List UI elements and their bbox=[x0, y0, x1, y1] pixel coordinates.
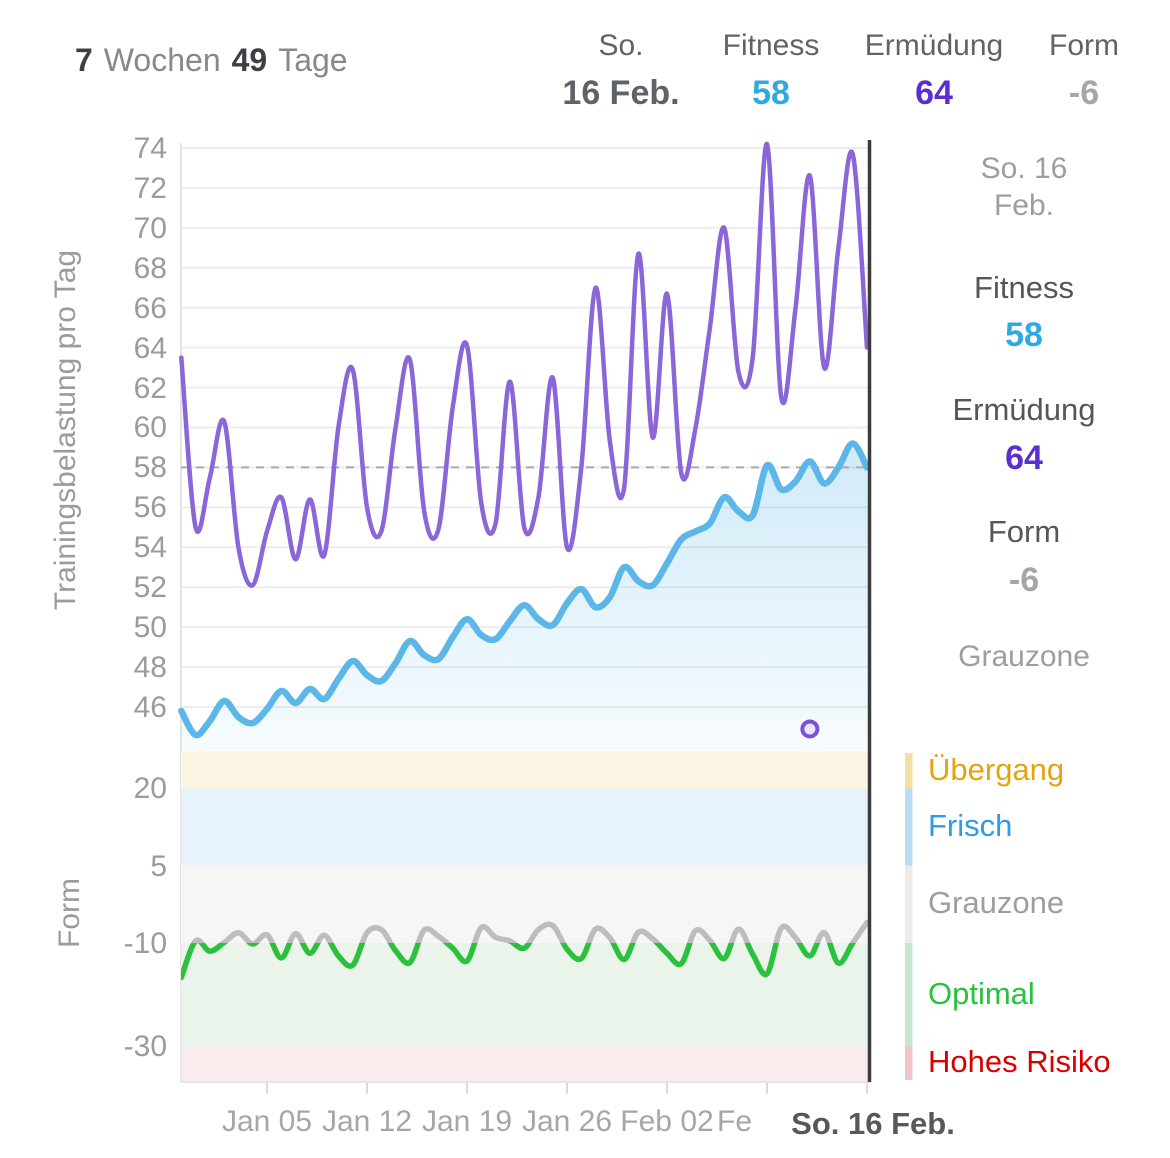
main-y-tick-label: 46 bbox=[133, 690, 167, 724]
header-form-label: Form bbox=[1049, 29, 1119, 62]
x-tick-label: Jan 05 bbox=[221, 1105, 313, 1138]
header-fatigue-value: 64 bbox=[915, 74, 953, 112]
header-fatigue-column: Ermüdung 64 bbox=[865, 29, 1003, 113]
main-y-tick-label: 70 bbox=[133, 211, 167, 245]
cursor-date-label: So. 16 Feb. bbox=[791, 1106, 955, 1141]
fatigue-line bbox=[179, 141, 870, 588]
x-tick-label: Jan 19 bbox=[421, 1105, 513, 1138]
form-y-tick-label: -10 bbox=[123, 927, 167, 960]
sidebar-fatigue-label: Ermüdung bbox=[952, 392, 1096, 427]
header-fitness-column: Fitness 58 bbox=[723, 29, 820, 113]
main-y-tick-label: 74 bbox=[133, 132, 167, 165]
selected-point-marker[interactable] bbox=[800, 719, 820, 739]
sidebar-date-line2: Feb. bbox=[993, 189, 1055, 222]
form-chart-y-axis-title: Form bbox=[53, 878, 86, 948]
legend-color-strip bbox=[905, 943, 913, 1047]
main-y-tick-label: 68 bbox=[133, 251, 167, 285]
x-tick-label-truncated: Fe bbox=[717, 1105, 753, 1138]
header-day-label: So. bbox=[598, 29, 644, 62]
form-line-grauzone bbox=[190, 919, 870, 943]
main-y-tick-label: 62 bbox=[133, 371, 167, 405]
form-y-tick-label: -30 bbox=[123, 1030, 167, 1064]
main-y-tick-label: 50 bbox=[133, 611, 167, 645]
header-date-value: 16 Feb. bbox=[562, 74, 680, 112]
sidebar-date-line1: So. 16 bbox=[980, 152, 1068, 185]
legend-label-grauzone: Grauzone bbox=[928, 885, 1065, 921]
zone-band bbox=[181, 751, 871, 789]
form-y-tick-label: 5 bbox=[150, 849, 167, 883]
weeks-value: 7 bbox=[75, 42, 93, 78]
form-line-optimal bbox=[181, 943, 857, 981]
sidebar-fitness-value: 58 bbox=[1005, 316, 1043, 354]
header-fitness-label: Fitness bbox=[722, 29, 820, 62]
zone-band bbox=[181, 865, 871, 943]
main-y-tick-label: 52 bbox=[133, 571, 167, 605]
fitness-line bbox=[178, 440, 871, 739]
sidebar-fatigue-value: 64 bbox=[1005, 439, 1043, 477]
legend-color-strip bbox=[905, 788, 913, 866]
main-y-tick-label: 48 bbox=[133, 651, 167, 685]
sidebar-form-value: -6 bbox=[1008, 561, 1040, 599]
header-fatigue-label: Ermüdung bbox=[864, 29, 1004, 62]
legend-color-strip bbox=[905, 865, 913, 943]
period-summary: 7 Wochen 49 Tage bbox=[75, 42, 348, 79]
weeks-label: Wochen bbox=[103, 42, 221, 78]
legend-color-strip bbox=[905, 1046, 913, 1080]
x-tick-label: Feb 02 bbox=[620, 1105, 714, 1138]
header-form-value: -6 bbox=[1068, 74, 1100, 112]
main-y-tick-label: 66 bbox=[133, 291, 167, 325]
sidebar-fitness-label: Fitness bbox=[974, 270, 1074, 305]
sidebar-form-label: Form bbox=[987, 514, 1061, 549]
header-date-column: So. 16 Feb. bbox=[562, 29, 679, 113]
main-y-tick-label: 60 bbox=[133, 411, 167, 445]
form-y-tick-label: 20 bbox=[133, 772, 167, 806]
x-tick-label: Jan 26 bbox=[521, 1105, 613, 1138]
legend-color-strip bbox=[905, 753, 913, 789]
fitness-area-fill bbox=[181, 443, 871, 750]
main-y-tick-label: 54 bbox=[133, 531, 167, 565]
main-y-tick-label: 58 bbox=[133, 451, 167, 485]
main-y-tick-label: 56 bbox=[133, 491, 167, 525]
legend-label-uebergang: Übergang bbox=[928, 751, 1065, 787]
days-label: Tage bbox=[278, 42, 348, 78]
zone-band bbox=[181, 788, 871, 866]
header-form-column: Form -6 bbox=[1049, 29, 1119, 113]
sidebar-date: So. 16 Feb. bbox=[940, 150, 1108, 224]
main-y-tick-label: 72 bbox=[133, 171, 167, 205]
legend-label-hohes-risiko: Hohes Risiko bbox=[928, 1044, 1111, 1080]
header-fitness-value: 58 bbox=[752, 74, 790, 112]
zone-band bbox=[181, 1046, 871, 1082]
current-zone-label: Grauzone bbox=[958, 640, 1090, 673]
legend-label-frisch: Frisch bbox=[928, 808, 1013, 844]
x-tick-label: Jan 12 bbox=[321, 1105, 413, 1138]
main-y-tick-label: 64 bbox=[133, 331, 167, 365]
days-value: 49 bbox=[231, 42, 268, 78]
legend-label-optimal: Optimal bbox=[928, 975, 1035, 1011]
